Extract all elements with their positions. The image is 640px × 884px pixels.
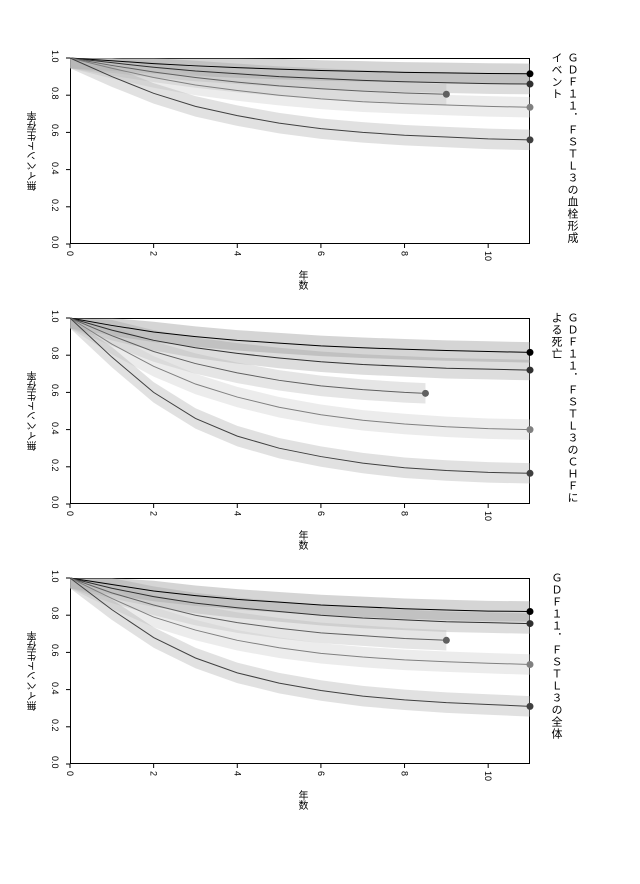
xtick: 4 [232,511,242,516]
panel-vte-xlabel: 年数 [294,270,309,290]
xtick: 0 [65,771,75,776]
xtick: 0 [65,251,75,256]
xtick: 2 [149,251,159,256]
ytick: 1.0 [50,50,60,63]
ytick: 0.8 [50,607,60,620]
panel-all-plot [70,578,530,764]
panel-vte-plot [70,58,530,244]
ytick: 0.6 [50,644,60,657]
ytick: 0.2 [50,719,60,732]
panel-chf [70,318,530,504]
ytick: 0.6 [50,124,60,137]
xtick: 10 [483,251,493,261]
ytick: 0.0 [50,496,60,509]
panel-vte-ylabel: 無イベント生存率 [26,111,41,191]
ytick: 0.8 [50,87,60,100]
panel-all-title: ＧＤＦ１１．ＦＳＴＬ３の全体 [548,572,564,770]
ytick: 1.0 [50,310,60,323]
panel-chf-ylabel: 無イベント生存率 [26,371,41,451]
xtick: 2 [149,511,159,516]
xtick: 4 [232,771,242,776]
ytick: 0.4 [50,162,60,175]
xtick: 8 [400,511,410,516]
ytick: 0.4 [50,422,60,435]
xtick: 8 [400,771,410,776]
ytick: 0.0 [50,236,60,249]
xtick: 8 [400,251,410,256]
ytick: 0.2 [50,199,60,212]
ytick: 0.2 [50,459,60,472]
panel-chf-plot [70,318,530,504]
panel-chf-title: ＧＤＦ１１．ＦＳＴＬ３のＣＨＦによる死亡 [548,312,580,510]
ytick: 0.6 [50,384,60,397]
panel-vte-title: ＧＤＦ１１．ＦＳＴＬ３の血栓形成イベント [548,52,580,250]
ytick: 0.4 [50,682,60,695]
ytick: 1.0 [50,570,60,583]
xtick: 0 [65,511,75,516]
xtick: 6 [316,771,326,776]
xtick: 4 [232,251,242,256]
ytick: 0.0 [50,756,60,769]
xtick: 10 [483,511,493,521]
xtick: 10 [483,771,493,781]
xtick: 6 [316,251,326,256]
panel-vte [70,58,530,244]
xtick: 2 [149,771,159,776]
panel-all-xlabel: 年数 [294,790,309,810]
xtick: 6 [316,511,326,516]
ytick: 0.8 [50,347,60,360]
panel-all [70,578,530,764]
panel-all-ylabel: 無イベント生存率 [26,631,41,711]
panel-chf-xlabel: 年数 [294,530,309,550]
